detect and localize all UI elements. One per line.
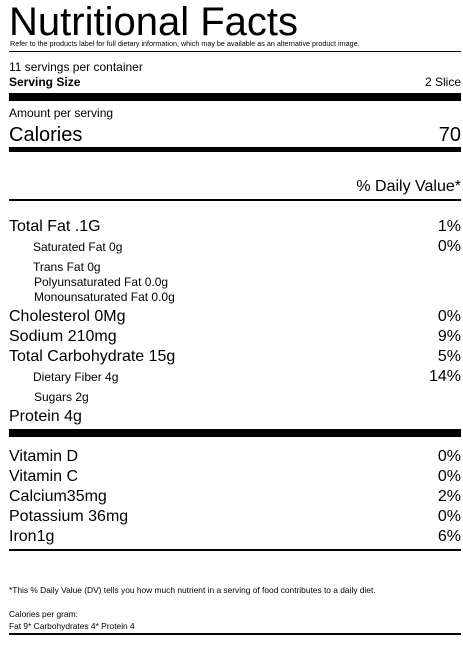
vitamin-row: Potassium 36mg 0% — [9, 507, 461, 527]
vitamin-row: Vitamin D 0% — [9, 447, 461, 467]
vitamin-row: Vitamin C 0% — [9, 467, 461, 487]
servings-per-container: 11 servings per container — [9, 60, 143, 74]
serving-size-row: Serving Size 2 Slice — [9, 75, 461, 90]
nutrient-row: Saturated Fat 0g 0% — [9, 237, 461, 257]
calories-row: Calories 70 — [9, 123, 461, 147]
daily-value-header: % Daily Value* — [356, 178, 461, 195]
amount-per-serving: Amount per serving — [9, 106, 114, 120]
label-title: Nutritional Facts — [9, 0, 298, 44]
medium-divider — [9, 147, 461, 152]
vitamin-label: Potassium 36mg — [9, 508, 129, 525]
nutrient-percent: 0% — [437, 238, 461, 255]
nutrient-label: Saturated Fat 0g — [33, 240, 123, 254]
nutrient-label: Sodium 210mg — [9, 328, 117, 345]
divider — [9, 549, 461, 551]
nutrient-label: Dietary Fiber 4g — [33, 370, 119, 384]
nutrient-label: Polyunsaturated Fat 0.0g — [34, 275, 169, 289]
nutrient-percent: 9% — [437, 328, 461, 345]
vitamin-percent: 2% — [437, 488, 461, 505]
nutrient-percent: 5% — [437, 348, 461, 365]
divider — [9, 633, 461, 635]
vitamin-percent: 0% — [437, 508, 461, 525]
thick-divider — [9, 93, 461, 101]
nutrient-row: Cholesterol 0Mg 0% — [9, 307, 461, 327]
calories-label: Calories — [9, 124, 83, 146]
nutrient-label: Total Fat .1G — [9, 218, 101, 235]
vitamin-label: Vitamin D — [9, 448, 79, 465]
nutrient-label: Monounsaturated Fat 0.0g — [34, 290, 175, 304]
label-disclaimer: Refer to the products label for full die… — [10, 39, 360, 48]
vitamin-percent: 6% — [437, 528, 461, 545]
nutrient-row: Dietary Fiber 4g 14% — [9, 367, 461, 387]
vitamin-label: Vitamin C — [9, 468, 79, 485]
vitamin-label: Calcium35mg — [9, 488, 107, 505]
calories-per-gram-label: Calories per gram: — [9, 609, 78, 619]
nutrient-percent: 0% — [437, 308, 461, 325]
nutrient-row: Sodium 210mg 9% — [9, 327, 461, 347]
nutrient-percent: 14% — [428, 368, 461, 385]
nutrient-row: Total Carbohydrate 15g 5% — [9, 347, 461, 367]
nutrient-label: Protein 4g — [9, 408, 82, 425]
nutrient-label: Sugars 2g — [34, 390, 89, 404]
calories-value: 70 — [438, 124, 461, 146]
nutrient-label: Total Carbohydrate 15g — [9, 348, 176, 365]
daily-value-footnote: *This % Daily Value (DV) tells you how m… — [9, 585, 376, 595]
nutrient-row: Protein 4g — [9, 407, 461, 427]
nutrient-label: Cholesterol 0Mg — [9, 308, 126, 325]
nutrient-label: Trans Fat 0g — [33, 260, 101, 274]
nutrient-percent: 1% — [437, 218, 461, 235]
divider — [9, 199, 461, 201]
serving-size-label: Serving Size — [9, 75, 81, 89]
divider — [9, 51, 461, 52]
nutrient-row: Total Fat .1G 1% — [9, 217, 461, 237]
vitamin-percent: 0% — [437, 448, 461, 465]
vitamin-row: Calcium35mg 2% — [9, 487, 461, 507]
vitamin-percent: 0% — [437, 468, 461, 485]
calories-per-gram-values: Fat 9* Carbohydrates 4* Protein 4 — [9, 621, 135, 631]
serving-size-value: 2 Slice — [424, 75, 461, 89]
vitamin-label: Iron1g — [9, 528, 55, 545]
vitamin-row: Iron1g 6% — [9, 527, 461, 547]
thick-divider — [9, 429, 461, 437]
